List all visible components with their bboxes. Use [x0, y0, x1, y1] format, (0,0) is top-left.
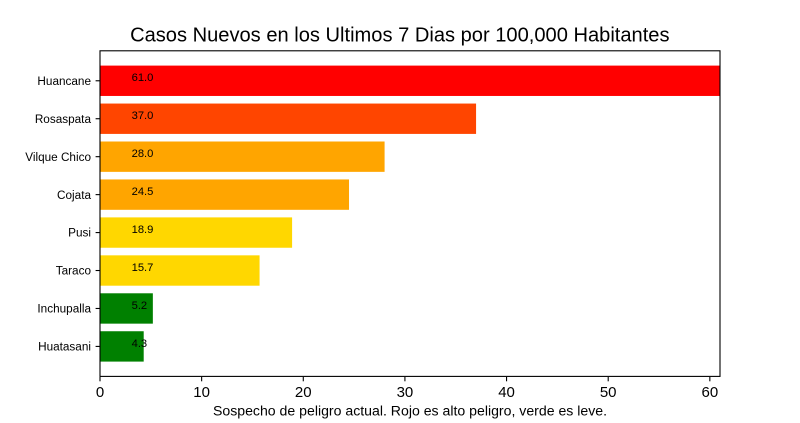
- svg-text:Huancane: Huancane: [37, 75, 91, 88]
- svg-text:Pusi: Pusi: [68, 227, 91, 240]
- svg-text:28.0: 28.0: [132, 148, 154, 160]
- svg-text:Huatasani: Huatasani: [38, 341, 91, 354]
- svg-text:Cojata: Cojata: [57, 189, 91, 202]
- svg-text:50: 50: [600, 384, 617, 401]
- svg-text:5.2: 5.2: [132, 300, 148, 312]
- svg-text:40: 40: [498, 384, 515, 401]
- svg-text:37.0: 37.0: [132, 110, 154, 122]
- svg-text:15.7: 15.7: [132, 262, 154, 274]
- svg-text:Vilque Chico: Vilque Chico: [25, 151, 91, 164]
- svg-text:10: 10: [193, 384, 210, 401]
- svg-text:Sospecho de peligro actual. Ro: Sospecho de peligro actual. Rojo es alto…: [213, 403, 607, 419]
- svg-text:Inchupalla: Inchupalla: [37, 303, 91, 316]
- svg-text:30: 30: [397, 384, 414, 401]
- svg-text:20: 20: [295, 384, 312, 401]
- svg-text:4.3: 4.3: [132, 338, 148, 350]
- svg-text:18.9: 18.9: [132, 224, 154, 236]
- svg-text:60: 60: [701, 384, 718, 401]
- svg-text:Rosaspata: Rosaspata: [35, 113, 92, 126]
- svg-text:24.5: 24.5: [132, 186, 154, 198]
- svg-text:0: 0: [96, 384, 104, 401]
- svg-text:Casos Nuevos en los Ultimos 7: Casos Nuevos en los Ultimos 7 Dias por 1…: [130, 25, 669, 47]
- svg-text:Taraco: Taraco: [56, 265, 92, 278]
- svg-text:61.0: 61.0: [132, 72, 154, 84]
